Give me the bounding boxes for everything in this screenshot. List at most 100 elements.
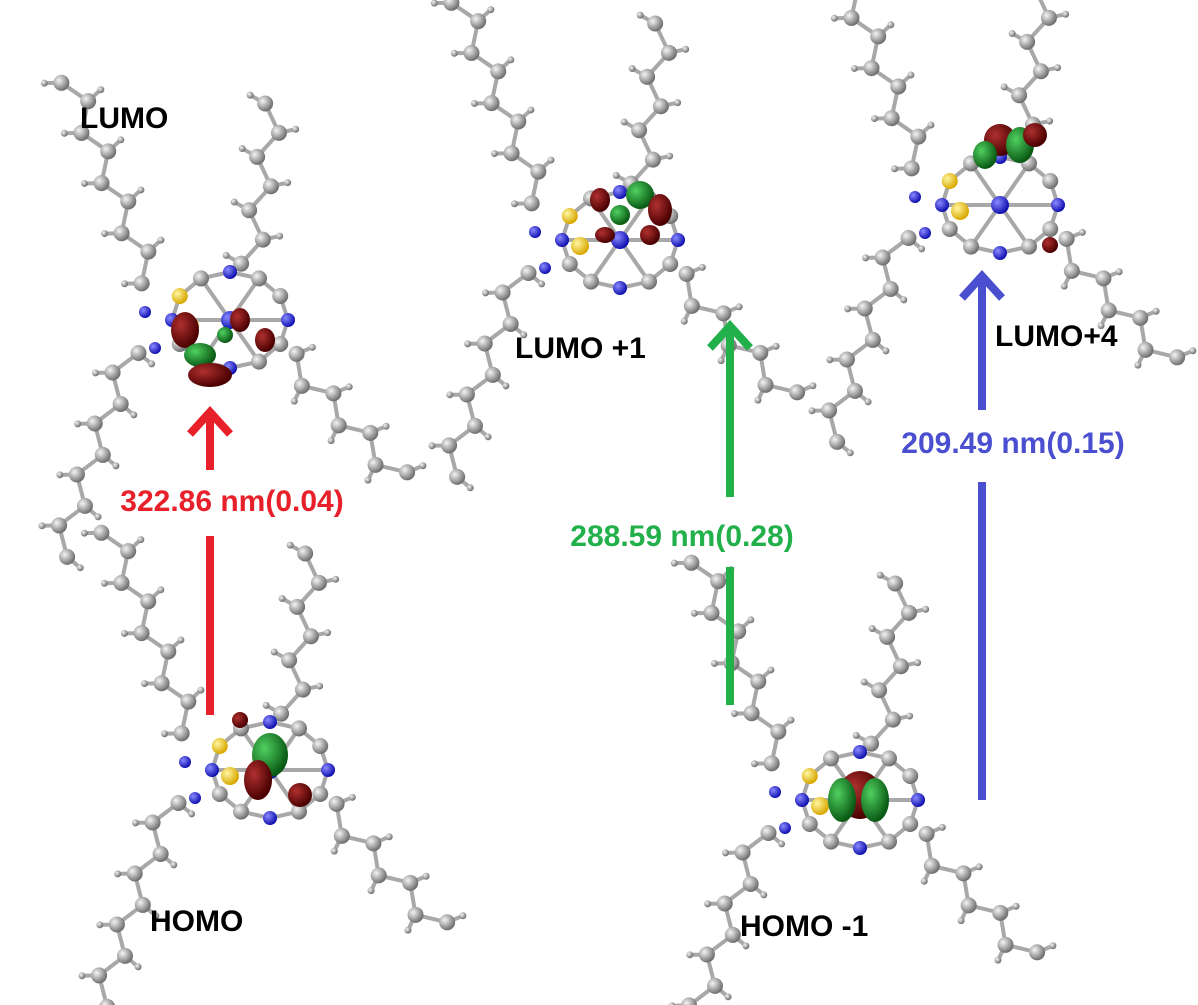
- atom: [251, 270, 267, 286]
- atom: [61, 130, 68, 137]
- lobe: [1023, 123, 1047, 147]
- atom: [778, 840, 785, 847]
- atom: [179, 756, 191, 768]
- atom: [324, 629, 331, 636]
- lobe: [973, 141, 997, 169]
- atom: [963, 239, 979, 255]
- atom: [751, 760, 758, 767]
- atom: [365, 835, 381, 851]
- atom: [463, 45, 479, 61]
- atom: [135, 963, 142, 970]
- atom: [924, 858, 940, 874]
- atom: [113, 575, 129, 591]
- atom: [725, 927, 741, 943]
- atom: [918, 245, 925, 252]
- atom: [502, 382, 509, 389]
- atom: [883, 281, 899, 297]
- atom: [297, 545, 313, 561]
- atom: [294, 378, 310, 394]
- atom: [112, 462, 119, 469]
- atom: [1095, 270, 1111, 286]
- atom: [811, 797, 829, 815]
- atom: [92, 369, 99, 376]
- atom: [919, 826, 935, 842]
- lobe: [288, 783, 312, 807]
- atom: [764, 755, 780, 771]
- atom: [769, 786, 781, 798]
- atom: [511, 200, 518, 207]
- atom: [328, 437, 335, 444]
- atom: [743, 876, 759, 892]
- atom: [1116, 268, 1123, 275]
- atom: [699, 946, 715, 962]
- atom: [368, 457, 384, 473]
- atom: [870, 28, 886, 44]
- atom: [423, 873, 430, 880]
- atom: [736, 303, 743, 310]
- atom: [459, 386, 475, 402]
- atom: [312, 738, 328, 754]
- atom: [170, 795, 186, 811]
- atom: [904, 160, 920, 176]
- atom: [887, 575, 903, 591]
- atom: [188, 810, 195, 817]
- atom: [731, 710, 738, 717]
- atom: [38, 522, 45, 529]
- atom: [170, 861, 177, 868]
- atom: [754, 397, 761, 404]
- atom: [682, 46, 689, 53]
- atom: [81, 530, 88, 537]
- atom: [1013, 903, 1020, 910]
- atom: [419, 462, 426, 469]
- atom: [117, 948, 133, 964]
- atom: [547, 157, 554, 164]
- atom: [752, 345, 768, 361]
- atom: [223, 265, 237, 279]
- atom: [120, 193, 136, 209]
- atom: [212, 786, 228, 802]
- atom: [271, 125, 287, 141]
- atom: [851, 65, 858, 72]
- atom: [795, 793, 809, 807]
- atom: [718, 357, 725, 364]
- atom: [490, 63, 506, 79]
- atom: [289, 599, 305, 615]
- atom: [1021, 239, 1037, 255]
- lobe: [244, 760, 272, 800]
- atom: [271, 648, 278, 655]
- atom: [132, 819, 139, 826]
- atom: [691, 610, 698, 617]
- atom: [621, 118, 628, 125]
- atom: [141, 680, 148, 687]
- atom: [193, 270, 209, 286]
- atom: [674, 99, 681, 106]
- atom: [671, 233, 685, 247]
- lobe: [188, 363, 232, 387]
- atom: [760, 891, 767, 898]
- atom: [808, 407, 815, 414]
- atom: [681, 318, 688, 325]
- atom: [742, 942, 749, 949]
- atom: [787, 717, 794, 724]
- atom: [127, 865, 143, 881]
- atom: [239, 145, 246, 152]
- atom: [56, 471, 63, 478]
- atom: [906, 713, 913, 720]
- atom: [312, 786, 328, 802]
- atom: [223, 252, 230, 259]
- atom: [703, 605, 719, 621]
- atom: [149, 342, 161, 354]
- atom: [631, 122, 647, 138]
- atom: [994, 957, 1001, 964]
- atom: [555, 233, 569, 247]
- atom: [530, 164, 546, 180]
- atom: [94, 175, 110, 191]
- atom: [839, 351, 855, 367]
- lobe: [171, 312, 199, 348]
- atom: [900, 296, 907, 303]
- atom: [538, 280, 545, 287]
- atom: [900, 230, 916, 246]
- atom: [172, 288, 188, 304]
- lobe: [861, 778, 889, 822]
- atom: [1001, 83, 1008, 90]
